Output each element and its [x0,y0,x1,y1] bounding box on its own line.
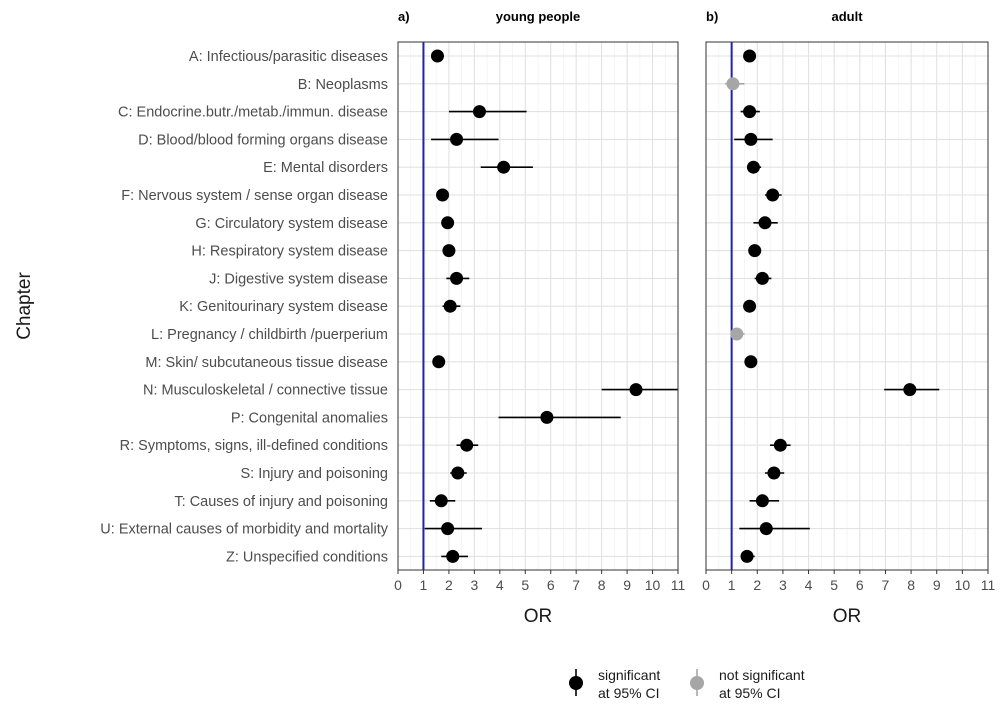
panel-title: young people [496,9,581,24]
category-label: B: Neoplasms [298,77,388,93]
x-tick-label: 1 [728,577,736,593]
or-point [903,383,917,397]
category-label: M: Skin/ subcutaneous tissue disease [145,355,388,371]
or-point [450,132,464,146]
or-point [629,383,643,397]
category-label: K: Genitourinary system disease [179,299,388,315]
category-label: J: Digestive system disease [209,271,388,287]
or-point [441,216,455,230]
or-point [450,271,464,285]
x-tick-label: 11 [671,577,686,593]
category-label: Z: Unspecified conditions [226,549,388,565]
or-point [540,410,554,424]
x-tick-label: 6 [547,577,555,593]
or-point [743,299,757,313]
panel-adult: 0 1 2 3 4 5 6 7 8 9 10 11 OR b) adult [702,9,995,627]
or-point [740,549,754,563]
or-point [766,188,780,202]
or-point [726,77,740,91]
category-label: A: Infectious/parasitic diseases [189,49,388,65]
or-point [755,271,769,285]
or-point [746,160,760,174]
or-point [743,49,757,63]
x-tick-label: 4 [805,577,813,593]
legend-significant-label-2: at 95% CI [598,685,659,701]
or-point [441,522,455,536]
category-label: H: Respiratory system disease [191,244,388,260]
or-point [436,188,450,202]
or-point [460,438,474,452]
category-label: D: Blood/blood forming organs disease [138,132,388,148]
or-point [451,466,465,480]
or-point [472,105,486,119]
or-point [744,355,758,369]
or-point [758,216,772,230]
category-label: S: Injury and poisoning [240,466,388,482]
category-label: L: Pregnancy / childbirth /puerperium [151,327,388,343]
panel-border [705,41,989,571]
x-tick-label: 0 [702,577,710,593]
x-tick-label: 5 [521,577,529,593]
or-point [744,132,758,146]
x-axis-title: OR [833,606,862,627]
panel-young-people: 0 1 2 3 4 5 6 7 8 9 10 11 OR a) young people [394,9,685,627]
y-axis-title: Chapter [14,272,35,340]
x-tick-label: 11 [981,577,996,593]
or-point [430,49,444,63]
legend-not-significant-label-2: at 95% CI [719,685,780,701]
legend-not-significant-marker [690,676,704,690]
or-point [773,438,787,452]
x-tick-label: 2 [445,577,453,593]
panel-border [397,41,679,571]
or-point [759,522,773,536]
x-axis-title: OR [524,606,553,627]
category-label: U: External causes of morbidity and mort… [100,522,388,538]
x-tick-label: 1 [420,577,428,593]
or-point [755,494,769,508]
or-point [767,466,781,480]
legend-significant-label-1: significant [598,667,660,683]
panel-title: adult [831,9,863,24]
x-tick-label: 9 [933,577,941,593]
x-tick-label: 6 [856,577,864,593]
category-label: C: Endocrine.butr./metab./immun. disease [118,105,388,121]
x-tick-label: 7 [572,577,580,593]
category-label: F: Nervous system / sense organ disease [121,188,388,204]
x-tick-label: 4 [496,577,504,593]
x-tick-label: 2 [753,577,761,593]
x-tick-label: 7 [882,577,890,593]
category-label: N: Musculoskeletal / connective tissue [143,383,388,399]
category-label: E: Mental disorders [263,160,388,176]
x-tick-label: 9 [623,577,631,593]
or-point [442,244,456,258]
x-tick-label: 3 [779,577,787,593]
panel-tag: a) [398,9,410,24]
x-tick-label: 8 [907,577,915,593]
x-tick-label: 10 [955,577,971,593]
category-label: G: Circulatory system disease [195,216,388,232]
legend-significant-marker [569,676,583,690]
category-label: R: Symptoms, signs, ill-defined conditio… [120,438,388,454]
category-label: T: Causes of injury and poisoning [174,494,388,510]
or-point [743,105,757,119]
legend: significant at 95% CI not significant at… [569,667,805,701]
or-point [432,355,446,369]
or-point [434,494,448,508]
or-point [748,244,762,258]
x-tick-label: 10 [645,577,661,593]
or-point [443,299,457,313]
category-label: P: Congenital anomalies [231,410,388,426]
panel-tag: b) [706,9,718,24]
x-tick-label: 5 [830,577,838,593]
x-tick-label: 3 [470,577,478,593]
or-point [730,327,744,341]
x-tick-label: 8 [598,577,606,593]
or-point [497,160,511,174]
x-tick-label: 0 [394,577,402,593]
or-point [446,549,460,563]
legend-not-significant-label-1: not significant [719,667,805,683]
